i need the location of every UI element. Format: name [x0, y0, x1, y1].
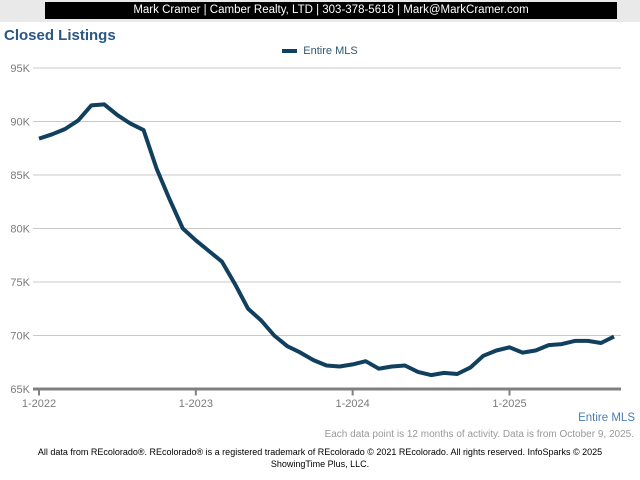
disclaimer: All data from REcolorado®. REcolorado® i…: [0, 447, 640, 470]
chart-legend: Entire MLS: [0, 44, 640, 58]
agent-banner: Mark Cramer | Camber Realty, LTD | 303-3…: [45, 2, 617, 19]
y-tick-label: 75K: [10, 277, 30, 289]
entire-mls-link[interactable]: Entire MLS: [578, 412, 635, 424]
legend-line-swatch: [282, 49, 298, 53]
y-tick-label: 90K: [10, 117, 30, 129]
data-footnote: Each data point is 12 months of activity…: [324, 429, 634, 440]
x-tick-label: 1-2022: [22, 398, 56, 410]
legend-item-entire-mls: Entire MLS: [303, 45, 358, 57]
disclaimer-line-1: All data from REcolorado®. REcolorado® i…: [37, 447, 603, 457]
y-tick-label: 95K: [10, 63, 30, 75]
y-tick-label: 80K: [10, 224, 30, 236]
y-tick-label: 85K: [10, 170, 30, 182]
x-tick-label: 1-2023: [179, 398, 213, 410]
disclaimer-line-2: ShowingTime Plus, LLC.: [270, 458, 370, 469]
x-tick-label: 1-2025: [492, 398, 526, 410]
series-line-entire-mls: [38, 102, 615, 378]
page-title: Closed Listings: [4, 27, 116, 44]
agent-banner-text: Mark Cramer | Camber Realty, LTD | 303-3…: [133, 4, 529, 16]
y-tick-label: 70K: [10, 331, 30, 343]
x-tick-label: 1-2024: [336, 398, 370, 410]
y-tick-label: 65K: [10, 384, 30, 396]
